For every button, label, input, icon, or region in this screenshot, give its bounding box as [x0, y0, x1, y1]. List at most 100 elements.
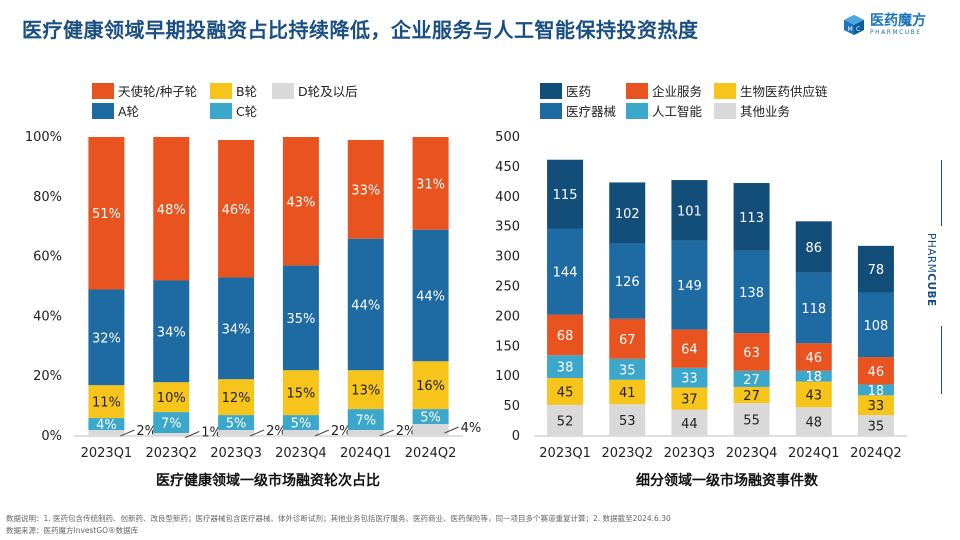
- data-label: 32%: [92, 331, 121, 346]
- side-divider-bottom: [941, 326, 942, 394]
- bar-segment: [153, 382, 190, 413]
- x-tick-label: 2023Q4: [275, 446, 327, 461]
- bar-segment: [347, 370, 384, 410]
- footnote-notes: 数据说明：1. 医药包含传统制药、创新药、改良型新药；医疗器械包含医疗器械、体外…: [6, 514, 671, 523]
- bar-segment: [547, 355, 584, 378]
- legend-pharma: 医药: [540, 81, 591, 100]
- legend-enterprise: 企业服务: [626, 81, 702, 100]
- legend-device: 医疗器械: [540, 101, 616, 120]
- legend-swatch: [714, 82, 736, 99]
- bar-segment: [218, 415, 255, 431]
- bar-segment: [795, 272, 832, 344]
- data-label: 4%: [461, 421, 482, 436]
- legend-swatch: [272, 82, 294, 99]
- bar-segment: [88, 418, 125, 431]
- bar-segment: [671, 367, 708, 388]
- legend-swatch: [626, 102, 648, 119]
- data-label: 113: [739, 211, 764, 226]
- data-label: 33: [681, 372, 698, 387]
- page-title: 医疗健康领域早期投融资占比持续降低，企业服务与人工智能保持投资热度: [22, 18, 699, 42]
- legend-swatch: [714, 102, 736, 119]
- cube-logo-icon: M C: [844, 15, 864, 35]
- data-label: 33: [868, 399, 885, 414]
- bar-segment: [609, 243, 646, 319]
- bar-segment: [88, 430, 125, 436]
- y-tick-label: 450: [495, 160, 520, 175]
- bar-segment: [733, 403, 770, 436]
- y-tick-label: 100%: [25, 130, 62, 145]
- label-leader-line: [120, 429, 135, 437]
- bar-segment: [609, 182, 646, 244]
- data-label: 138: [739, 286, 764, 301]
- side-brand-prefix: PHARM: [925, 233, 937, 273]
- y-tick-label: 250: [495, 280, 520, 295]
- data-label: 44%: [416, 289, 445, 304]
- data-label: 102: [615, 207, 640, 222]
- bar-segment: [282, 430, 319, 436]
- label-leader-line: [249, 429, 265, 437]
- svg-text:M: M: [848, 26, 853, 33]
- legend-bio-supply: 生物医药供应链: [714, 81, 828, 100]
- bar-segment: [609, 404, 646, 436]
- bar-segment: [412, 361, 449, 410]
- brand-logo: M C 医药魔方 PHARMCUBE: [843, 14, 926, 36]
- bar-segment: [282, 370, 319, 416]
- bar-segment: [547, 314, 584, 356]
- bar-segment: [857, 292, 894, 358]
- y-tick-label: 80%: [33, 190, 62, 205]
- data-label: 2%: [396, 424, 417, 439]
- data-label: 5%: [226, 417, 247, 432]
- legend-label: 企业服务: [652, 84, 703, 99]
- data-label: 52: [557, 414, 574, 429]
- data-label: 12%: [222, 391, 251, 406]
- data-label: 2%: [266, 424, 287, 439]
- data-label: 68: [557, 329, 574, 344]
- bar-segment: [857, 415, 894, 436]
- y-tick-label: 100: [495, 369, 520, 384]
- legend-label: 医药: [566, 84, 592, 99]
- label-leader-line: [314, 429, 330, 437]
- bar-segment: [671, 409, 708, 436]
- bar-segment: [218, 379, 255, 416]
- y-tick-label: 20%: [33, 369, 62, 384]
- logo-en-text: PHARMCUBE: [870, 29, 922, 36]
- bar-segment: [347, 238, 384, 371]
- bar-segment: [547, 377, 584, 405]
- data-label: 63: [743, 346, 760, 361]
- side-divider-top: [941, 160, 942, 226]
- legend-label: 人工智能: [652, 104, 703, 119]
- bar-segment: [733, 183, 770, 251]
- y-tick-label: 50: [503, 399, 520, 414]
- bar-segment: [671, 240, 708, 330]
- side-brand: PHARMCUBE: [925, 233, 937, 307]
- data-label: 2%: [331, 424, 352, 439]
- y-tick-label: 150: [495, 339, 520, 354]
- bar-segment: [88, 385, 125, 419]
- bar-segment: [733, 250, 770, 334]
- data-label: 2%: [136, 424, 157, 439]
- data-label: 43%: [286, 195, 315, 210]
- legend-other: 其他业务: [714, 101, 790, 120]
- data-label: 43: [805, 388, 822, 403]
- data-label: 15%: [286, 387, 315, 402]
- bar-segment: [218, 277, 255, 380]
- bar-segment: [857, 395, 894, 416]
- y-tick-label: 0%: [41, 429, 62, 444]
- legend-label: A轮: [118, 104, 140, 119]
- bar-segment: [412, 137, 449, 230]
- data-label: 7%: [161, 417, 182, 432]
- legend-label: C轮: [236, 104, 258, 119]
- y-tick-label: 400: [495, 190, 520, 205]
- bar-segment: [547, 404, 584, 436]
- data-label: 18: [868, 384, 885, 399]
- data-label: 126: [615, 275, 640, 290]
- bar-segment: [733, 370, 770, 387]
- x-tick-label: 2024Q1: [340, 446, 392, 461]
- y-tick-label: 200: [495, 309, 520, 324]
- bar-segment: [153, 280, 190, 383]
- bar-segment: [412, 409, 449, 425]
- bar-segment: [609, 379, 646, 405]
- bar-segment: [671, 180, 708, 241]
- data-label: 16%: [416, 379, 445, 394]
